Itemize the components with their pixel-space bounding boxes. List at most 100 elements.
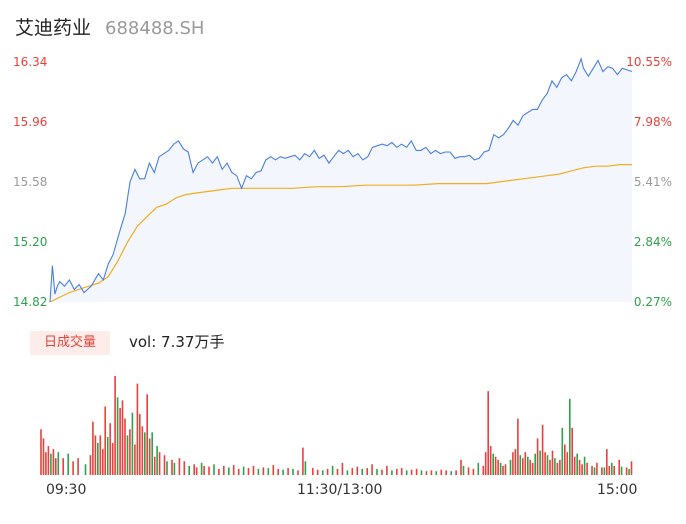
volume-bar [287,468,289,475]
y-left-tick: 14.82 [13,295,48,309]
x-tick-open: 09:30 [46,482,87,498]
volume-bar [549,459,551,475]
volume-bar [606,449,608,475]
volume-bar [102,449,104,475]
volume-bar [153,456,156,475]
volume-bar [257,468,260,475]
volume-bar [183,461,186,475]
volume-bar [539,450,541,475]
y-right-tick: 10.55% [626,55,672,69]
volume-bar [131,412,134,475]
volume-bar [386,465,388,475]
volume-bar [536,438,539,475]
volume-bar [578,459,581,475]
volume-bar [482,465,485,475]
volume-bar [405,470,408,475]
volume-bar [109,423,111,475]
volume-bar [620,466,623,475]
volume-bar [272,465,275,475]
volume-bar [504,464,507,475]
volume-bar [556,462,559,475]
volume-bar [625,467,628,475]
volume-bar [445,470,447,475]
price-area [50,58,632,302]
volume-bar [497,459,499,475]
volume-bar [415,468,418,475]
volume-bar [608,465,611,475]
volume-bar [151,432,153,475]
volume-bar [396,468,398,475]
volume-bar [67,453,69,475]
volume-bar [223,465,225,475]
volume-bar [156,446,158,475]
volume-bar [472,468,475,475]
stock-header: 艾迪药业 688488.SH [15,13,204,39]
volume-bar [237,468,240,475]
volume-bar [134,444,136,475]
volume-bar [400,468,403,475]
volume-bar [492,453,494,475]
volume-bar [124,418,126,475]
volume-period-tab[interactable]: 日成交量 [30,331,110,355]
volume-bar [391,470,393,475]
volume-bar [200,462,203,475]
volume-bar [104,406,106,475]
volume-bar [146,394,148,475]
volume-bar [213,464,215,475]
volume-bar [99,435,102,475]
volume-bar [489,446,492,475]
volume-bar [136,383,139,475]
volume-bar [141,426,144,475]
volume-bar [282,469,284,475]
volume-bar [326,468,329,475]
volume-bar [381,469,383,475]
volume-bar [97,443,99,475]
volume-bar [628,468,630,475]
volume-bar [341,462,344,475]
volume-bar [611,462,613,475]
volume-bar [119,408,121,475]
y-right-tick: 7.98% [633,115,672,129]
volume-bar [173,462,176,475]
volume-bar [72,461,74,475]
volume-bar [129,429,131,475]
volume-bar [218,468,220,475]
volume-bar [262,467,265,475]
volume-bar [336,468,339,475]
volume-bar [502,465,504,475]
volume-bar [195,467,198,475]
volume-bar [321,470,324,475]
volume-bar [450,471,452,475]
volume-bar [232,465,235,475]
volume-bar [455,470,457,475]
volume-bar [435,471,438,475]
volume-bar [467,467,470,475]
volume-bar [292,468,294,475]
volume-bar [94,435,97,475]
volume-bar [106,436,109,475]
volume-bar [410,469,413,475]
volume-bar [304,461,307,475]
volume-bar [158,452,161,475]
average-price-line [49,164,632,303]
volume-bar [499,462,502,475]
volume-bar [630,461,633,475]
volume-bar [351,468,354,475]
volume-bar [148,438,151,475]
volume-bar [591,465,593,475]
y-right-tick: 0.27% [633,295,672,309]
volume-bar [541,424,544,475]
volume-bar [551,450,554,475]
volume-bar [371,464,373,475]
volume-bar [57,452,60,475]
volume-bar [316,469,319,475]
volume-bar [126,435,129,475]
y-right-tick: 2.84% [633,235,672,249]
volume-bar [77,458,79,475]
volume-bar [544,452,546,475]
volume-bar [228,467,230,475]
volume-bar [47,446,50,475]
volume-bar [121,400,124,475]
volume-bar [208,466,210,475]
